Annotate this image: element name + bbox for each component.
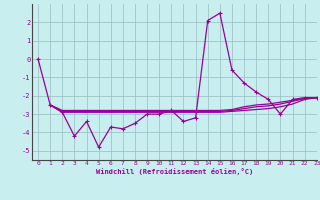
X-axis label: Windchill (Refroidissement éolien,°C): Windchill (Refroidissement éolien,°C): [96, 168, 253, 175]
